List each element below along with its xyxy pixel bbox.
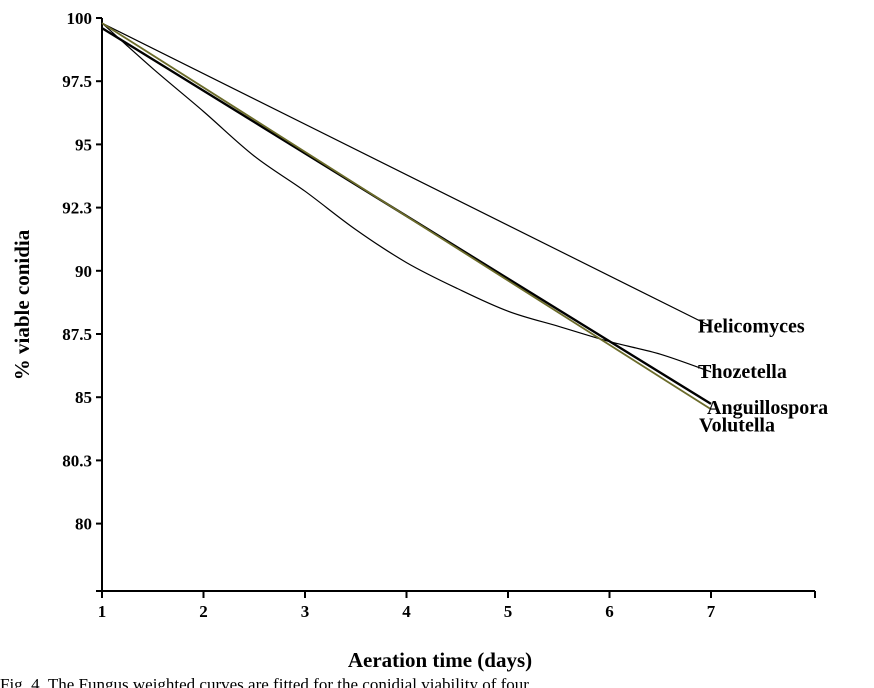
series-lines	[101, 22, 712, 411]
series-label-anguillospora: Anguillospora	[707, 397, 828, 419]
x-tick-label: 7	[707, 602, 716, 621]
series-labels: Helicomyces Thozetella AnguillosporaVolute…	[698, 315, 828, 436]
x-tick-label: 1	[98, 602, 107, 621]
series-line-volutella	[101, 22, 712, 411]
y-axis-title: % viable conidia	[10, 229, 34, 380]
figure-caption: Fig. 4. The Fungus weighted curves are f…	[0, 675, 529, 688]
y-tick-label: 80.3	[62, 451, 92, 470]
y-tick-label: 90	[75, 262, 92, 281]
y-tick-label: 85	[75, 388, 92, 407]
series-label-helicomyces: Helicomyces	[698, 315, 805, 337]
x-tick-label: 3	[301, 602, 310, 621]
x-tick-label: 4	[402, 602, 411, 621]
y-tick-label: 97.5	[62, 72, 92, 91]
x-tick-label: 6	[605, 602, 614, 621]
x-axis-title: Aeration time (days)	[348, 648, 532, 672]
x-tick-label: 2	[199, 602, 208, 621]
series-label-thozetella: Thozetella	[698, 361, 787, 383]
series-line-helicomyces	[101, 22, 712, 327]
y-tick-label: 87.5	[62, 325, 92, 344]
y-tick-label: 100	[67, 9, 93, 28]
series-line-thozetella	[101, 22, 712, 373]
y-tick-label: 95	[75, 135, 92, 154]
y-tick-label: 80	[75, 515, 92, 534]
x-axis: 1 2 3 4 5 6 7	[98, 590, 816, 621]
y-tick-label: 92.3	[62, 199, 92, 218]
x-tick-label: 5	[504, 602, 513, 621]
series-label-volutella: Volutella	[699, 414, 775, 436]
y-axis: 100 97.5 95 92.3 90 87.5 85 80.3 80	[62, 9, 103, 592]
